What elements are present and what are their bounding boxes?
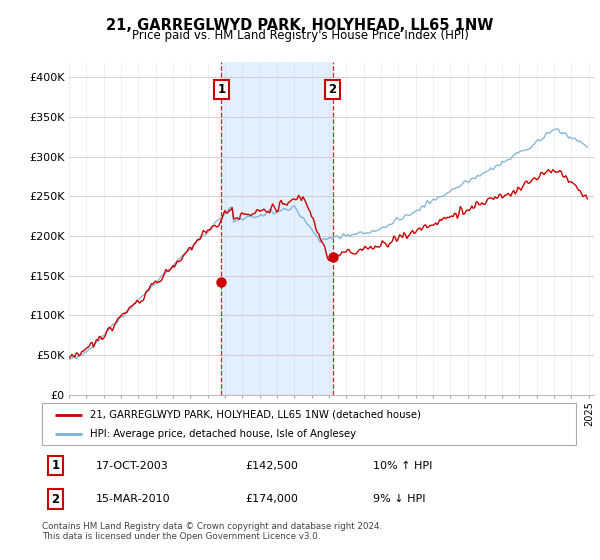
Text: £174,000: £174,000 [245, 494, 298, 504]
Text: 21, GARREGLWYD PARK, HOLYHEAD, LL65 1NW: 21, GARREGLWYD PARK, HOLYHEAD, LL65 1NW [106, 18, 494, 33]
Text: 15-MAR-2010: 15-MAR-2010 [95, 494, 170, 504]
Text: 9% ↓ HPI: 9% ↓ HPI [373, 494, 425, 504]
Text: 10% ↑ HPI: 10% ↑ HPI [373, 460, 433, 470]
Text: 2: 2 [328, 83, 337, 96]
Text: 1: 1 [217, 83, 226, 96]
Text: 2: 2 [51, 493, 59, 506]
Bar [221, 62, 332, 395]
Text: Contains HM Land Registry data © Crown copyright and database right 2024.
This d: Contains HM Land Registry data © Crown c… [42, 522, 382, 542]
Text: HPI: Average price, detached house, Isle of Anglesey: HPI: Average price, detached house, Isle… [90, 429, 356, 439]
FancyBboxPatch shape [42, 403, 576, 445]
Text: £142,500: £142,500 [245, 460, 298, 470]
Text: Price paid vs. HM Land Registry's House Price Index (HPI): Price paid vs. HM Land Registry's House … [131, 29, 469, 42]
Text: 17-OCT-2003: 17-OCT-2003 [95, 460, 168, 470]
Text: 21, GARREGLWYD PARK, HOLYHEAD, LL65 1NW (detached house): 21, GARREGLWYD PARK, HOLYHEAD, LL65 1NW … [90, 409, 421, 419]
Text: 1: 1 [51, 459, 59, 472]
